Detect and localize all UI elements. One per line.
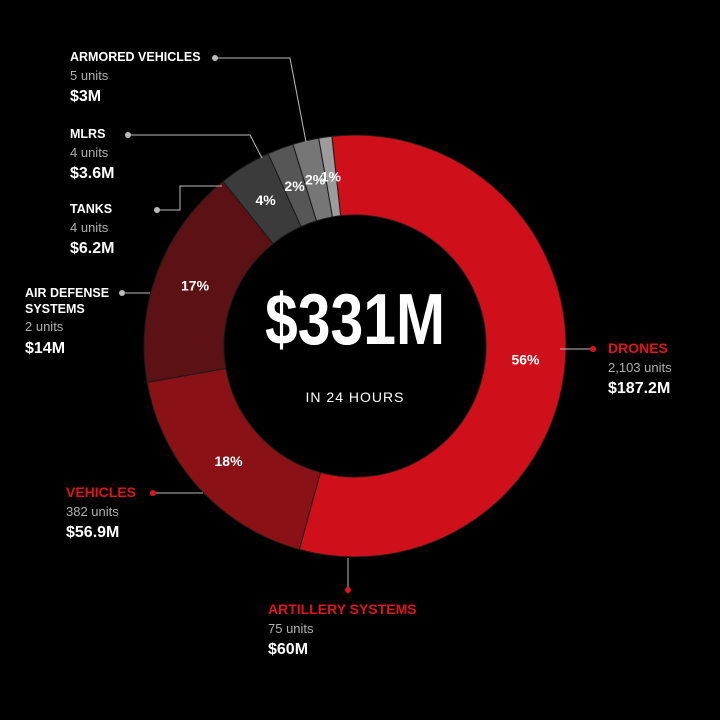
category-amount: $3M: [70, 87, 102, 105]
donut: 56%18%17%4%2% 2%1%: [143, 134, 567, 558]
percent-label: 2%: [305, 172, 326, 188]
category-units: 75 units: [268, 620, 314, 636]
percent-label: 2%: [284, 178, 305, 194]
leader-dot: [150, 490, 156, 496]
category-amount: $3.6M: [70, 164, 115, 182]
center-subtitle: IN 24 HOURS: [306, 389, 405, 405]
category-amount: $56.9M: [66, 523, 120, 541]
category-name: AIR DEFENSE SYSTEMS: [25, 286, 110, 316]
leader-line: [128, 134, 263, 159]
percent-label: 4%: [256, 192, 277, 208]
category-label: TANKS 4 units $6.2M: [70, 202, 114, 259]
percent-label: 56%: [511, 351, 540, 367]
leader-dot: [154, 207, 160, 213]
category-label: ARMORED VEHICLES 5 units $3M: [70, 50, 201, 107]
center-title: $331M: [265, 280, 445, 360]
leader-dot: [212, 55, 218, 61]
category-units: 4 units: [70, 219, 109, 235]
leader-line: [157, 185, 222, 211]
category-label: AIR DEFENSE SYSTEMS 2 units $14M: [25, 286, 125, 359]
category-amount: $187.2M: [608, 379, 671, 397]
category-name: ARMORED VEHICLES: [70, 50, 201, 64]
category-name: VEHICLES: [66, 484, 137, 500]
leader-line: [215, 57, 307, 143]
category-label: ARTILLERY SYSTEMS 75 units $60M: [268, 601, 417, 660]
category-name: ARTILLERY SYSTEMS: [268, 601, 417, 617]
category-units: 2,103 units: [608, 359, 672, 375]
leader-dot: [119, 290, 125, 296]
category-label: MLRS 4 units $3.6M: [70, 127, 114, 184]
leader-dot: [125, 132, 131, 138]
category-name: DRONES: [608, 340, 668, 356]
donut-segment: [298, 134, 567, 558]
category-amount: $14M: [25, 339, 66, 357]
category-units: 2 units: [25, 319, 64, 335]
leader-dot: [345, 587, 351, 593]
category-name: TANKS: [70, 202, 113, 216]
leader-dot: [590, 346, 596, 352]
category-label: DRONES 2,103 units $187.2M: [608, 340, 672, 399]
percent-label: 1%: [321, 169, 342, 185]
category-amount: $60M: [268, 640, 309, 658]
category-amount: $6.2M: [70, 239, 115, 257]
category-units: 4 units: [70, 144, 109, 160]
category-units: 5 units: [70, 67, 109, 83]
percent-label: 18%: [215, 453, 244, 469]
category-name: MLRS: [70, 127, 106, 141]
percent-label: 17%: [181, 278, 210, 294]
category-label: VEHICLES 382 units $56.9M: [66, 484, 136, 543]
donut-segment: [318, 135, 342, 218]
category-units: 382 units: [66, 503, 119, 519]
